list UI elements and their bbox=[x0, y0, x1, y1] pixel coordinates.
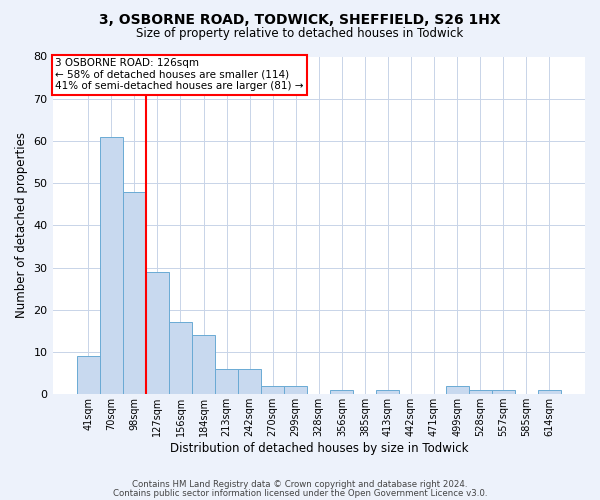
Bar bbox=[146, 272, 169, 394]
Text: Size of property relative to detached houses in Todwick: Size of property relative to detached ho… bbox=[136, 28, 464, 40]
Bar bbox=[215, 369, 238, 394]
Bar bbox=[192, 335, 215, 394]
Text: Contains HM Land Registry data © Crown copyright and database right 2024.: Contains HM Land Registry data © Crown c… bbox=[132, 480, 468, 489]
Bar bbox=[77, 356, 100, 394]
Bar bbox=[491, 390, 515, 394]
Bar bbox=[100, 136, 123, 394]
Text: Contains public sector information licensed under the Open Government Licence v3: Contains public sector information licen… bbox=[113, 488, 487, 498]
Text: 3, OSBORNE ROAD, TODWICK, SHEFFIELD, S26 1HX: 3, OSBORNE ROAD, TODWICK, SHEFFIELD, S26… bbox=[99, 12, 501, 26]
X-axis label: Distribution of detached houses by size in Todwick: Distribution of detached houses by size … bbox=[170, 442, 468, 455]
Bar bbox=[284, 386, 307, 394]
Bar bbox=[169, 322, 192, 394]
Bar bbox=[330, 390, 353, 394]
Bar bbox=[538, 390, 561, 394]
Bar bbox=[376, 390, 400, 394]
Bar bbox=[123, 192, 146, 394]
Bar bbox=[261, 386, 284, 394]
Bar bbox=[446, 386, 469, 394]
Text: 3 OSBORNE ROAD: 126sqm
← 58% of detached houses are smaller (114)
41% of semi-de: 3 OSBORNE ROAD: 126sqm ← 58% of detached… bbox=[55, 58, 304, 92]
Bar bbox=[238, 369, 261, 394]
Y-axis label: Number of detached properties: Number of detached properties bbox=[15, 132, 28, 318]
Bar bbox=[469, 390, 491, 394]
